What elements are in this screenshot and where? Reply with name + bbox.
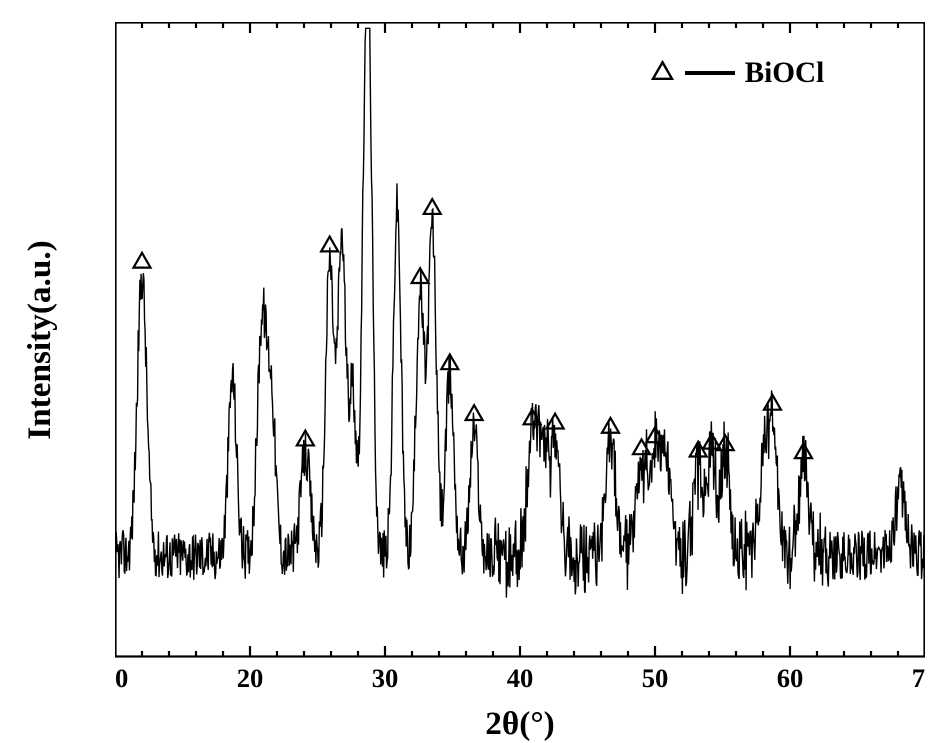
xrd-figure: 10 20 30 40 50 60 70 Intensity(a.u.) 2θ(°) BiO… [0, 0, 952, 743]
legend: BiOCl [650, 57, 825, 90]
y-axis-label: Intensity(a.u.) [21, 240, 59, 440]
x-tick-label: 30 [372, 663, 399, 693]
x-tick-label: 50 [642, 663, 669, 693]
legend-line-icon [685, 71, 735, 75]
plot-area: 10203040506070 [115, 22, 925, 657]
x-tick-label: 70 [912, 663, 925, 693]
x-tick-label: 20 [237, 663, 264, 693]
xrd-pattern-line [115, 28, 925, 597]
x-tick-label: 10 [115, 663, 128, 693]
plot-svg: 10 20 30 40 50 60 70 [115, 22, 925, 702]
legend-marker-triangle-icon [650, 58, 675, 88]
legend-label: BiOCl [745, 57, 825, 90]
x-tick-label: 40 [507, 663, 534, 693]
triangle-icon [650, 58, 675, 83]
x-axis-label: 2θ(°) [485, 705, 554, 743]
x-tick-label: 60 [777, 663, 804, 693]
peak-marker-triangle-icon [134, 253, 151, 268]
